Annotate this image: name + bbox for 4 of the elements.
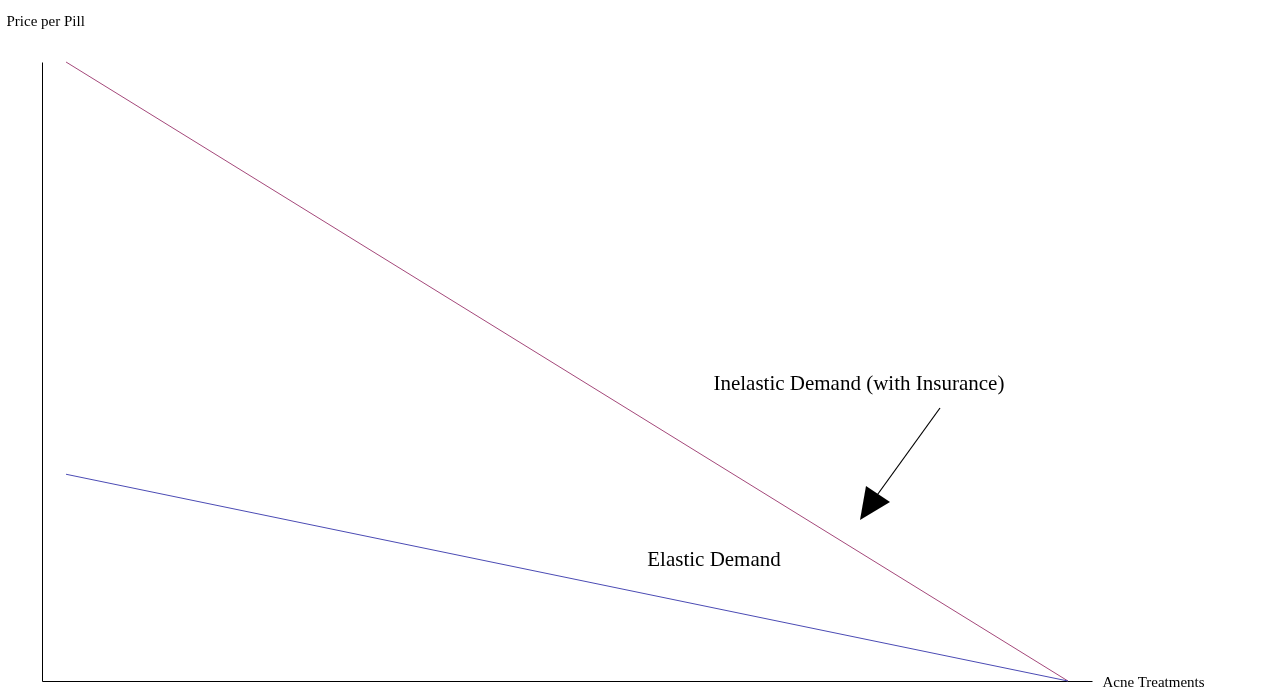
x-axis-title: Acne Treatments bbox=[1102, 673, 1205, 688]
y-axis-title: Price per Pill bbox=[6, 12, 85, 29]
text: Inelastic Demand (with Insurance) bbox=[713, 370, 1005, 395]
series-label: Elastic Demand bbox=[647, 547, 782, 572]
